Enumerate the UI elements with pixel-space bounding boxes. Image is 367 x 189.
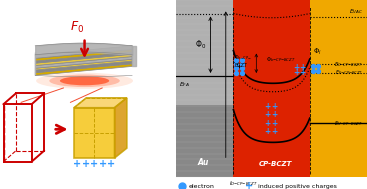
Text: +: + — [82, 159, 90, 169]
Text: +: + — [293, 63, 299, 72]
Polygon shape — [74, 98, 127, 108]
Text: +: + — [271, 102, 277, 111]
Text: $I_{D\mathrm{-}CP\mathrm{-}BCZT}$: $I_{D\mathrm{-}CP\mathrm{-}BCZT}$ — [229, 179, 257, 187]
Text: Au: Au — [197, 158, 208, 167]
Text: +: + — [245, 181, 253, 189]
Polygon shape — [233, 0, 310, 177]
Text: electron: electron — [189, 184, 214, 189]
Ellipse shape — [36, 73, 133, 89]
Text: +: + — [271, 110, 277, 119]
Text: $F_0$: $F_0$ — [70, 20, 85, 35]
Polygon shape — [35, 49, 132, 61]
Text: +: + — [299, 68, 305, 77]
Polygon shape — [35, 59, 132, 70]
Polygon shape — [35, 57, 132, 68]
Text: $\Phi_0$: $\Phi_0$ — [195, 39, 207, 51]
Text: induced positive charges: induced positive charges — [256, 184, 337, 189]
Polygon shape — [35, 64, 132, 75]
Text: +: + — [73, 159, 81, 169]
Polygon shape — [115, 98, 127, 158]
Text: $\Phi_{n\mathrm{-}CP\mathrm{-}}$: $\Phi_{n\mathrm{-}CP\mathrm{-}}$ — [235, 53, 252, 62]
Text: +: + — [299, 63, 305, 72]
Text: +: + — [271, 119, 277, 128]
Text: $\Phi_i$: $\Phi_i$ — [313, 47, 321, 57]
Polygon shape — [35, 52, 132, 63]
Ellipse shape — [49, 74, 120, 87]
Text: +: + — [265, 127, 271, 136]
Text: $E_{V\mathrm{-}CP\mathrm{-}BCZT}$: $E_{V\mathrm{-}CP\mathrm{-}BCZT}$ — [334, 119, 363, 128]
Ellipse shape — [60, 76, 109, 85]
Text: +: + — [90, 159, 98, 169]
Text: $\Phi_{b\mathrm{-}CP\mathrm{-}BCZT}$: $\Phi_{b\mathrm{-}CP\mathrm{-}BCZT}$ — [266, 55, 295, 64]
Text: +: + — [265, 119, 271, 128]
Polygon shape — [35, 61, 132, 73]
Polygon shape — [74, 108, 115, 158]
Polygon shape — [176, 105, 233, 177]
Text: $E_{C\mathrm{-}CP\mathrm{-}BCZT}$: $E_{C\mathrm{-}CP\mathrm{-}BCZT}$ — [334, 60, 363, 69]
Text: +: + — [265, 102, 271, 111]
Polygon shape — [35, 54, 132, 66]
Text: BCZT: BCZT — [235, 63, 247, 68]
Polygon shape — [176, 0, 233, 177]
Text: +: + — [99, 159, 107, 169]
Text: +: + — [107, 159, 115, 169]
Polygon shape — [35, 46, 132, 58]
Text: $E_{F\mathrm{-}CP\mathrm{-}BCZT}$: $E_{F\mathrm{-}CP\mathrm{-}BCZT}$ — [335, 68, 363, 77]
Text: +: + — [293, 68, 299, 77]
Text: +: + — [271, 127, 277, 136]
Text: CP-BCZT: CP-BCZT — [259, 161, 292, 167]
Polygon shape — [310, 0, 367, 177]
Text: $E_{FA}$: $E_{FA}$ — [179, 80, 190, 89]
Text: +: + — [265, 110, 271, 119]
Text: $E_{VAC}$: $E_{VAC}$ — [349, 7, 363, 16]
